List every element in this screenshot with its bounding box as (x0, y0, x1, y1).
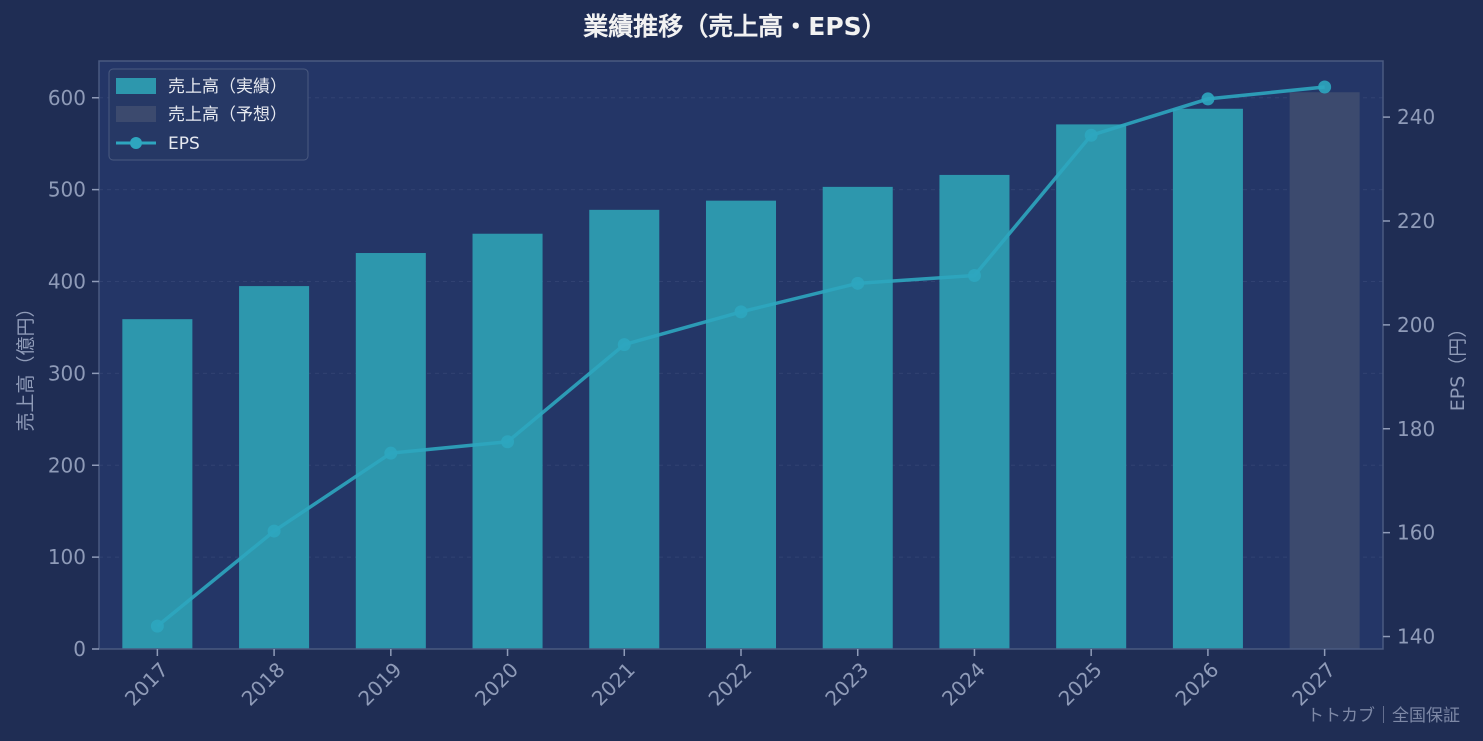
eps-point (967, 269, 981, 283)
left-tick-label: 600 (48, 86, 86, 110)
right-tick-label: 180 (1397, 417, 1435, 441)
revenue-actual-bar (705, 200, 777, 649)
right-axis: 140 160 180 200 220 240 (1383, 105, 1435, 649)
legend-label-eps: EPS (168, 134, 200, 154)
eps-point (1201, 92, 1215, 106)
eps-point (734, 305, 748, 319)
legend-label-revenue-forecast: 売上高（予想） (168, 105, 287, 125)
right-tick-label: 160 (1397, 521, 1435, 545)
left-tick-label: 200 (48, 453, 86, 477)
x-tick-label: 2024 (937, 658, 990, 711)
x-axis: 2017 2018 2019 2020 2021 2022 2023 2024 2025 2026… (120, 649, 1340, 711)
right-tick-label: 220 (1397, 209, 1435, 233)
right-tick-label: 240 (1397, 105, 1435, 129)
x-tick-label: 2025 (1054, 658, 1107, 711)
watermark: トトカブ｜全国保証 (1307, 705, 1460, 726)
right-tick-label: 200 (1397, 313, 1435, 337)
left-tick-label: 0 (73, 637, 86, 661)
revenue-forecast-bar (1289, 92, 1360, 650)
x-tick-label: 2019 (353, 658, 406, 711)
x-tick-label: 2027 (1287, 658, 1340, 711)
eps-point (1084, 128, 1098, 142)
x-tick-label: 2018 (237, 658, 290, 711)
revenue-actual-bar (122, 319, 193, 649)
x-tick-label: 2017 (120, 658, 173, 711)
legend-swatch-eps-marker (130, 137, 142, 149)
revenue-actual-bar (1056, 124, 1127, 650)
revenue-actual-bar (239, 286, 310, 649)
x-tick-label: 2023 (820, 658, 873, 711)
x-tick-label: 2021 (587, 658, 640, 711)
legend: 売上高（実績） 売上高（予想） EPS (108, 68, 309, 161)
right-axis-label: EPS（円） (1447, 319, 1469, 412)
eps-point (384, 446, 398, 460)
chart-title: 業績推移（売上高・EPS） (583, 12, 886, 41)
right-tick-label: 140 (1397, 625, 1435, 649)
revenue-actual-bar (1172, 108, 1243, 649)
x-tick-label: 2022 (704, 658, 757, 711)
legend-box (108, 68, 309, 161)
left-axis-label: 売上高（億円） (15, 298, 37, 431)
left-tick-label: 500 (48, 178, 86, 202)
revenue-actual-bar (589, 209, 660, 649)
eps-line-series (150, 80, 1332, 633)
eps-point (150, 619, 164, 633)
left-tick-label: 300 (48, 361, 86, 385)
eps-point (501, 435, 515, 449)
legend-label-revenue-actual: 売上高（実績） (168, 77, 287, 97)
eps-point (1318, 80, 1332, 94)
eps-point (267, 524, 281, 538)
eps-point (851, 276, 865, 290)
eps-point (617, 338, 631, 352)
revenue-actual-bar (939, 174, 1010, 650)
revenue-actual-bar (822, 186, 893, 649)
x-tick-label: 2020 (470, 658, 523, 711)
left-tick-label: 100 (48, 545, 86, 569)
left-tick-label: 400 (48, 270, 86, 294)
x-tick-label: 2026 (1170, 658, 1223, 711)
left-axis: 0 100 200 300 400 500 600 (48, 86, 99, 661)
legend-swatch-revenue-forecast (116, 106, 156, 122)
legend-swatch-revenue-actual (116, 78, 156, 94)
